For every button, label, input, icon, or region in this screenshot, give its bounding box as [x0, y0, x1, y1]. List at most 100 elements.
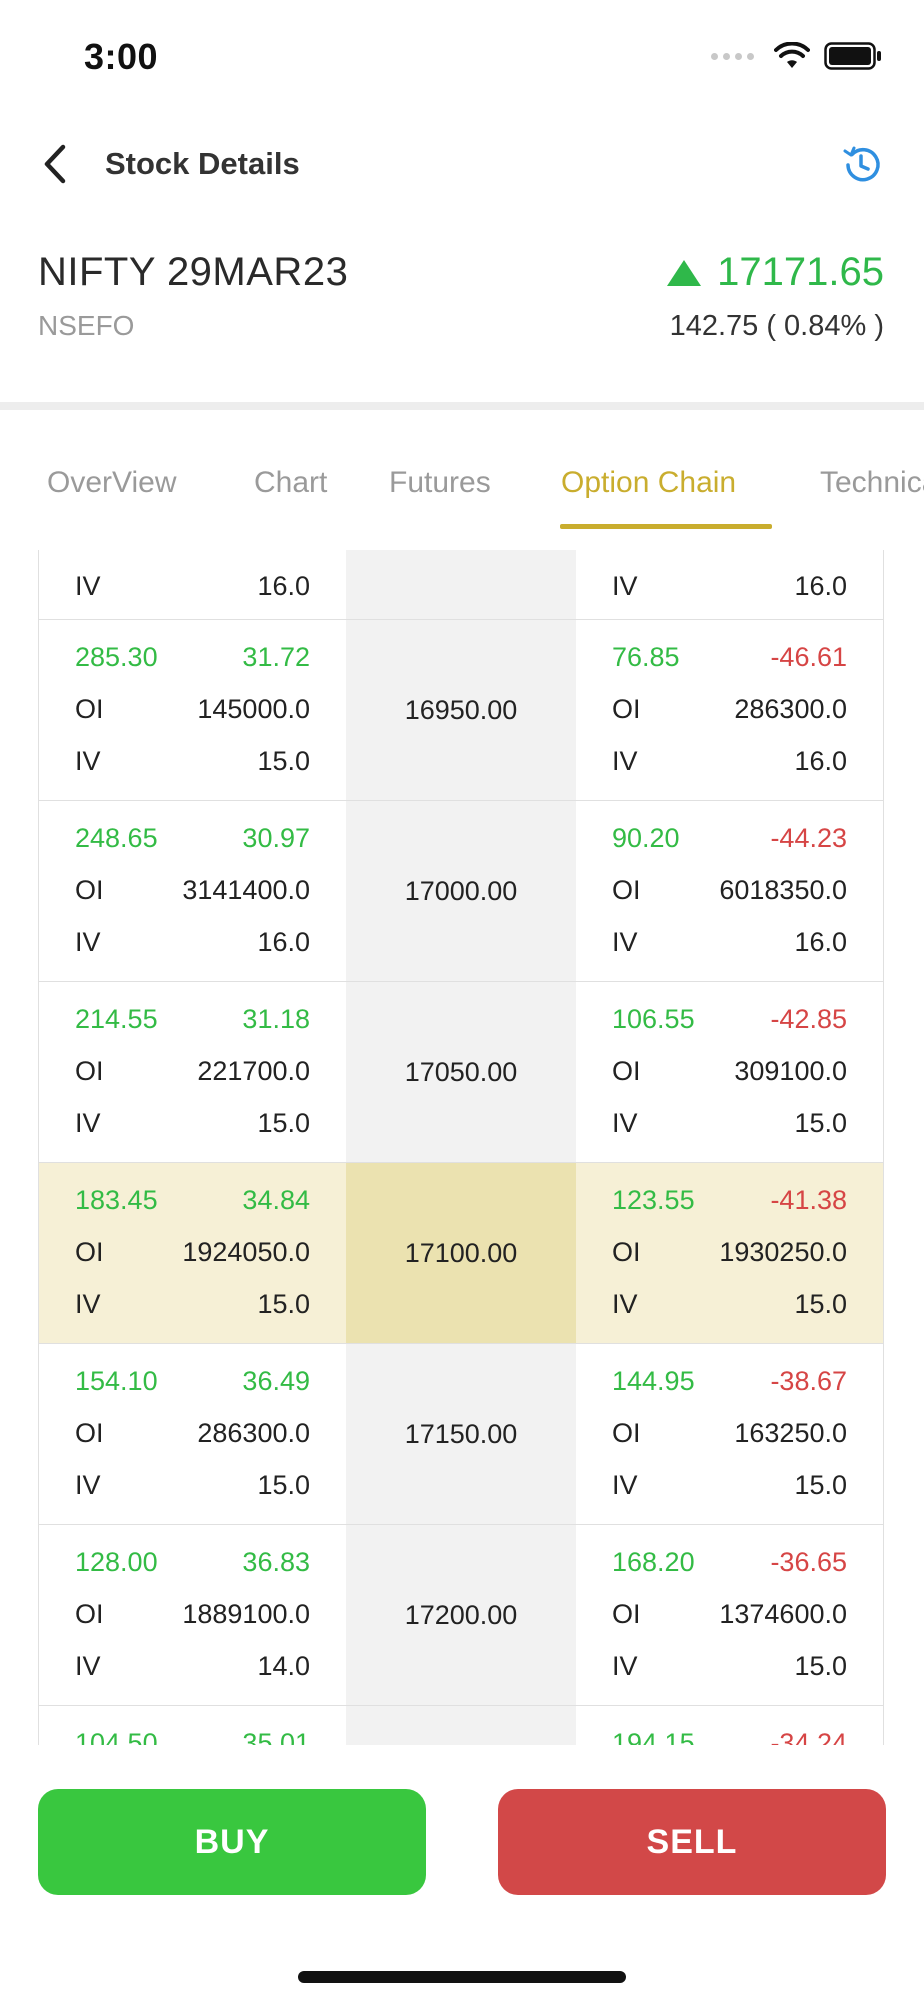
option-chain-list: IV 16.0 IV 16.0 285.30 31.72 OI 145000.0 IV 1… [39, 550, 883, 1746]
put-ltp: 194.15 [612, 1727, 695, 1746]
tab-chart[interactable]: Chart [254, 466, 328, 499]
history-icon [843, 146, 880, 182]
iv-label: IV [612, 1469, 638, 1500]
price-change: 142.75 ( 0.84% ) [669, 310, 884, 342]
put-ltp: 106.55 [612, 1003, 695, 1034]
put-oi: 163250.0 [734, 1417, 847, 1448]
call-cell[interactable]: 214.55 31.18 OI 221700.0 IV 15.0 [39, 982, 346, 1162]
put-iv: 16.0 [794, 926, 847, 957]
put-change: -38.67 [770, 1365, 847, 1396]
chevron-left-icon [44, 144, 66, 184]
call-cell[interactable]: 285.30 31.72 OI 145000.0 IV 15.0 [39, 620, 346, 800]
strike-price [346, 550, 576, 619]
oi-label: OI [612, 693, 641, 724]
call-cell[interactable]: 154.10 36.49 OI 286300.0 IV 15.0 [39, 1344, 346, 1524]
table-row[interactable]: IV 16.0 IV 16.0 [39, 550, 883, 620]
put-cell[interactable]: 168.20 -36.65 OI 1374600.0 IV 15.0 [576, 1525, 883, 1705]
tab-technicals[interactable]: Technicals [820, 466, 924, 499]
table-row[interactable]: 154.10 36.49 OI 286300.0 IV 15.0 17150.00 1… [39, 1344, 883, 1525]
put-cell[interactable]: 106.55 -42.85 OI 309100.0 IV 15.0 [576, 982, 883, 1162]
wifi-icon [774, 42, 810, 68]
call-iv: 15.0 [257, 1469, 310, 1500]
call-change: 31.18 [242, 1003, 310, 1034]
table-row[interactable]: 285.30 31.72 OI 145000.0 IV 15.0 16950.00 7… [39, 620, 883, 801]
put-change: -44.23 [770, 822, 847, 853]
call-cell[interactable]: IV 16.0 [39, 550, 346, 619]
table-row[interactable]: 128.00 36.83 OI 1889100.0 IV 14.0 17200.00 … [39, 1525, 883, 1706]
call-change: 36.83 [242, 1546, 310, 1577]
call-oi: 1889100.0 [182, 1598, 310, 1629]
active-tab-indicator [560, 524, 772, 529]
call-ltp: 154.10 [75, 1365, 158, 1396]
call-cell[interactable]: 183.45 34.84 OI 1924050.0 IV 15.0 [39, 1163, 346, 1343]
strike-price: 17050.00 [346, 982, 576, 1162]
up-triangle-icon [667, 259, 702, 286]
put-ltp: 144.95 [612, 1365, 695, 1396]
call-iv: 14.0 [257, 1650, 310, 1681]
option-chain-table[interactable]: IV 16.0 IV 16.0 285.30 31.72 OI 145000.0 IV 1… [38, 550, 884, 1745]
status-time: 3:00 [84, 36, 159, 77]
put-oi: 1374600.0 [719, 1598, 847, 1629]
call-iv: 15.0 [257, 1288, 310, 1319]
stock-exchange: NSEFO [38, 310, 135, 341]
oi-label: OI [612, 1417, 641, 1448]
strike-price: 17150.00 [346, 1344, 576, 1524]
strike-price: 17100.00 [346, 1163, 576, 1343]
iv-label: IV [612, 1288, 638, 1319]
iv-label: IV [75, 570, 101, 601]
stock-name: NIFTY 29MAR23 [38, 250, 349, 294]
oi-label: OI [75, 1598, 104, 1629]
sell-button[interactable]: SELL [498, 1789, 886, 1895]
put-cell[interactable]: 144.95 -38.67 OI 163250.0 IV 15.0 [576, 1344, 883, 1524]
put-iv: 15.0 [794, 1288, 847, 1319]
tab-option-chain[interactable]: Option Chain [561, 466, 737, 499]
put-change: -34.24 [770, 1727, 847, 1746]
put-oi: 1930250.0 [719, 1236, 847, 1267]
strike-price: 16950.00 [346, 620, 576, 800]
tab-overview[interactable]: OverView [47, 466, 177, 499]
back-button[interactable] [30, 140, 78, 188]
call-ltp: 248.65 [75, 822, 158, 853]
call-ltp: 128.00 [75, 1546, 158, 1577]
strike-price: 17000.00 [346, 801, 576, 981]
iv-label: IV [612, 1107, 638, 1138]
history-button[interactable] [836, 140, 886, 190]
put-change: -42.85 [770, 1003, 847, 1034]
price-row: 17171.65 [667, 250, 884, 295]
home-indicator[interactable] [298, 1971, 626, 1983]
strike-price: 17200.00 [346, 1525, 576, 1705]
put-oi: 286300.0 [734, 693, 847, 724]
call-iv: 15.0 [257, 1107, 310, 1138]
put-iv: 16.0 [794, 745, 847, 776]
put-cell[interactable]: 194.15 -34.24 [576, 1706, 883, 1746]
put-cell[interactable]: 76.85 -46.61 OI 286300.0 IV 16.0 [576, 620, 883, 800]
call-cell[interactable]: 104.50 35.01 [39, 1706, 346, 1746]
table-row-atm[interactable]: 183.45 34.84 OI 1924050.0 IV 15.0 17100.00 … [39, 1163, 883, 1344]
table-row[interactable]: 214.55 31.18 OI 221700.0 IV 15.0 17050.00 1… [39, 982, 883, 1163]
put-oi: 309100.0 [734, 1055, 847, 1086]
tab-futures[interactable]: Futures [389, 466, 491, 499]
call-change: 35.01 [242, 1727, 310, 1746]
put-cell[interactable]: IV 16.0 [576, 550, 883, 619]
buy-button[interactable]: BUY [38, 1789, 426, 1895]
oi-label: OI [612, 1598, 641, 1629]
oi-label: OI [75, 1055, 104, 1086]
stock-summary: NIFTY 29MAR23 NSEFO 17171.65 142.75 ( 0.… [0, 230, 924, 390]
call-cell[interactable]: 248.65 30.97 OI 3141400.0 IV 16.0 [39, 801, 346, 981]
page-title: Stock Details [105, 146, 300, 181]
iv-label: IV [75, 1107, 101, 1138]
table-row[interactable]: 104.50 35.01 194.15 -34.24 [39, 1706, 883, 1746]
put-ltp: 90.20 [612, 822, 680, 853]
put-iv: 16.0 [794, 570, 847, 601]
iv-label: IV [75, 1469, 101, 1500]
put-ltp: 76.85 [612, 641, 680, 672]
put-cell[interactable]: 123.55 -41.38 OI 1930250.0 IV 15.0 [576, 1163, 883, 1343]
battery-icon [824, 42, 881, 70]
put-iv: 15.0 [794, 1469, 847, 1500]
call-oi: 1924050.0 [182, 1236, 310, 1267]
table-row[interactable]: 248.65 30.97 OI 3141400.0 IV 16.0 17000.00 … [39, 801, 883, 982]
call-iv: 16.0 [257, 926, 310, 957]
iv-label: IV [612, 926, 638, 957]
put-cell[interactable]: 90.20 -44.23 OI 6018350.0 IV 16.0 [576, 801, 883, 981]
call-cell[interactable]: 128.00 36.83 OI 1889100.0 IV 14.0 [39, 1525, 346, 1705]
